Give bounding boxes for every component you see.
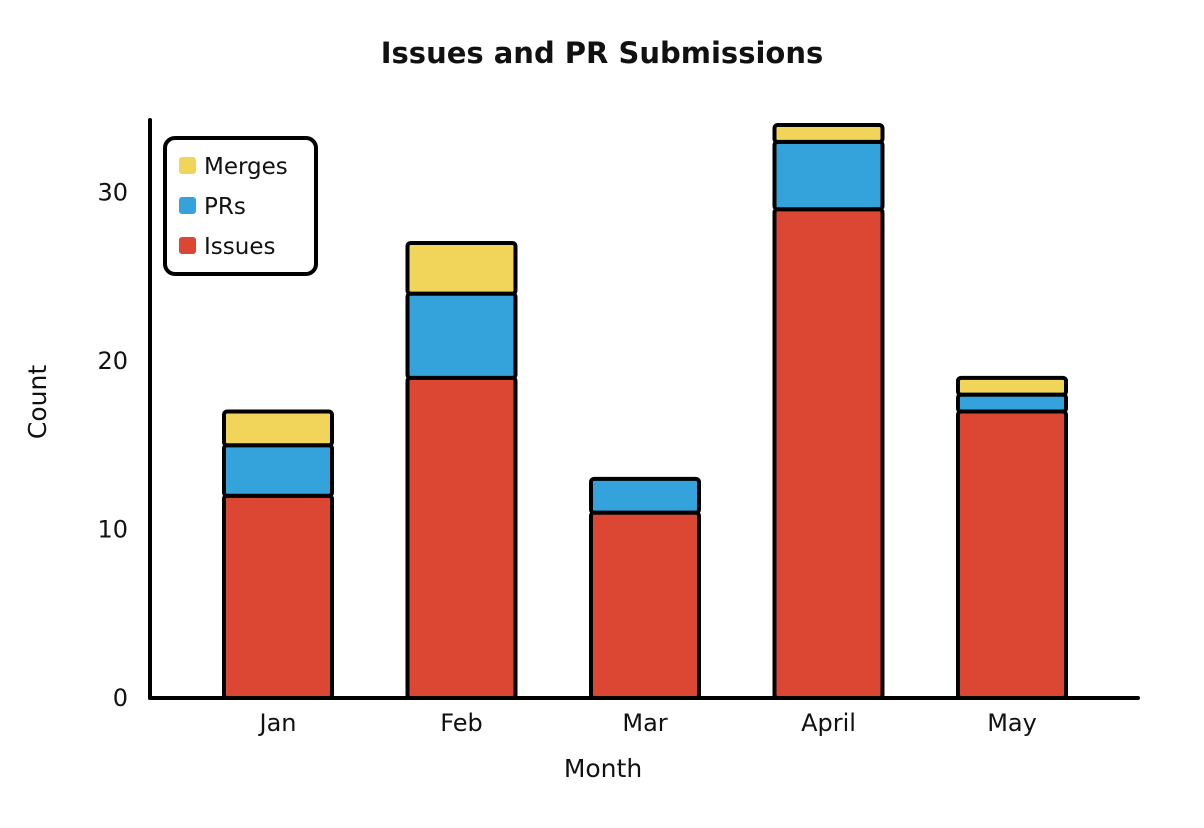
legend-swatch-merges bbox=[179, 157, 196, 174]
y-tick-label: 20 bbox=[97, 347, 128, 375]
y-tick-labels: 0 10 20 30 bbox=[97, 178, 128, 712]
bar-segment-merges-april bbox=[772, 123, 885, 144]
x-tick-label: Jan bbox=[258, 709, 297, 737]
bar-segment-prs-may bbox=[956, 392, 1068, 414]
x-tick-label: Feb bbox=[440, 709, 483, 737]
bar-segment-issues-may bbox=[956, 409, 1068, 700]
legend-box bbox=[163, 136, 318, 276]
bar-segment-issues-feb bbox=[405, 375, 518, 700]
bar-segment-issues-mar bbox=[589, 510, 701, 700]
bar-segment-prs-april bbox=[772, 139, 885, 212]
bar-segment-merges-jan bbox=[222, 409, 334, 448]
bar-segment-prs-jan bbox=[222, 443, 334, 498]
chart-title: Issues and PR Submissions bbox=[381, 36, 823, 70]
x-tick-label: Mar bbox=[622, 709, 667, 737]
legend-label-issues: Issues bbox=[204, 234, 275, 260]
bar-segment-merges-feb bbox=[405, 241, 518, 296]
bar-segment-prs-mar bbox=[589, 476, 701, 515]
bars bbox=[222, 123, 1068, 701]
x-tick-label: April bbox=[801, 709, 856, 737]
y-tick-label: 30 bbox=[97, 178, 128, 206]
x-tick-labels: Jan Feb Mar April May bbox=[258, 709, 1037, 737]
y-axis-label: Count bbox=[23, 365, 52, 439]
legend-label-merges: Merges bbox=[204, 154, 288, 180]
bar-segment-prs-feb bbox=[405, 291, 518, 380]
legend: Merges PRs Issues bbox=[163, 136, 318, 276]
bar-segment-issues-april bbox=[772, 207, 885, 700]
bar-segment-issues-jan bbox=[222, 493, 334, 701]
y-tick-label: 0 bbox=[113, 684, 128, 712]
legend-label-prs: PRs bbox=[204, 194, 246, 220]
legend-swatch-issues bbox=[179, 237, 196, 254]
y-tick-label: 10 bbox=[97, 515, 128, 543]
bar-segment-merges-may bbox=[956, 375, 1068, 397]
legend-swatch-prs bbox=[179, 197, 196, 214]
x-tick-label: May bbox=[987, 709, 1037, 737]
x-axis-label: Month bbox=[564, 754, 642, 783]
